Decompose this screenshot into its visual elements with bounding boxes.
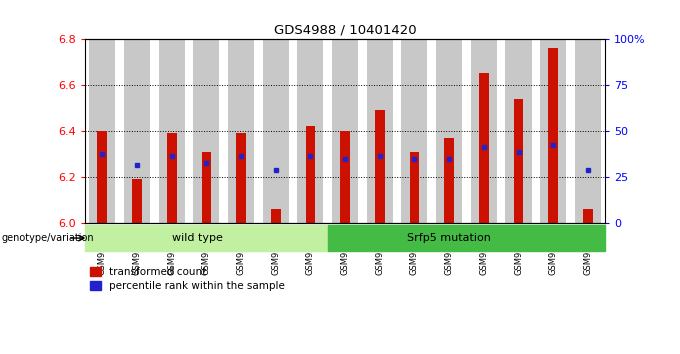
- Bar: [444, 138, 454, 223]
- Bar: [262, 39, 289, 223]
- Bar: [158, 39, 185, 223]
- Bar: [236, 133, 246, 223]
- Bar: [305, 126, 316, 223]
- Bar: [271, 209, 281, 223]
- Bar: [97, 131, 107, 223]
- Text: genotype/variation: genotype/variation: [1, 233, 94, 243]
- Bar: [367, 39, 393, 223]
- Bar: [471, 39, 497, 223]
- Bar: [89, 39, 116, 223]
- Bar: [436, 39, 462, 223]
- Bar: [540, 39, 566, 223]
- Bar: [375, 110, 385, 223]
- Bar: [409, 152, 420, 223]
- Bar: [328, 225, 605, 251]
- Bar: [85, 225, 328, 251]
- Bar: [124, 39, 150, 223]
- Bar: [297, 39, 324, 223]
- Bar: [228, 39, 254, 223]
- Bar: [575, 39, 601, 223]
- Text: wild type: wild type: [172, 233, 223, 243]
- Bar: [332, 39, 358, 223]
- Legend: transformed count, percentile rank within the sample: transformed count, percentile rank withi…: [90, 267, 285, 291]
- Bar: [193, 39, 220, 223]
- Bar: [167, 133, 177, 223]
- Bar: [340, 131, 350, 223]
- Bar: [201, 152, 211, 223]
- Bar: [132, 179, 142, 223]
- Bar: [401, 39, 428, 223]
- Bar: [583, 209, 593, 223]
- Bar: [548, 48, 558, 223]
- Text: Srfp5 mutation: Srfp5 mutation: [407, 233, 491, 243]
- Bar: [513, 99, 524, 223]
- Bar: [505, 39, 532, 223]
- Title: GDS4988 / 10401420: GDS4988 / 10401420: [274, 23, 416, 36]
- Bar: [479, 73, 489, 223]
